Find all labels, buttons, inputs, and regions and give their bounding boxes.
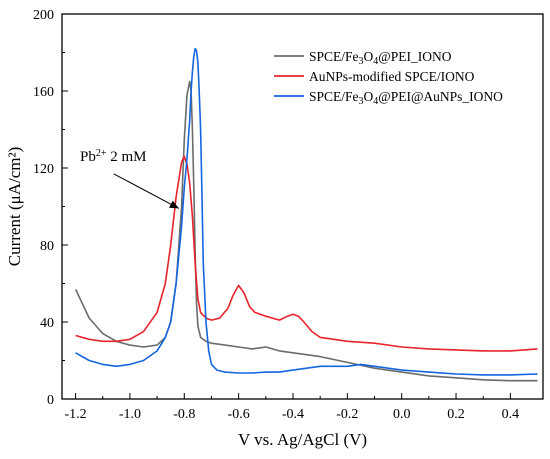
- annotation-text: Pb2+ 2 mM: [80, 148, 147, 166]
- x-tick-label: -1.0: [119, 407, 141, 422]
- legend-label-2: AuNPs-modified SPCE/IONO: [309, 69, 475, 84]
- legend-label-1: SPCE/Fe3O4@PEI_IONO: [309, 49, 452, 67]
- y-axis-title: Current (μA/cm²): [5, 147, 24, 266]
- x-tick-label: 0.4: [502, 407, 520, 422]
- x-tick-label: -1.2: [65, 407, 87, 422]
- annotation-arrow: [113, 173, 180, 209]
- x-tick-label: -0.8: [173, 407, 195, 422]
- series-line-1: [74, 80, 538, 382]
- x-tick-label: -0.6: [228, 407, 250, 422]
- y-tick-label: 200: [33, 8, 54, 23]
- x-tick-label: 0.2: [447, 407, 465, 422]
- series-layer: [74, 47, 538, 382]
- y-tick-label: 160: [33, 85, 54, 100]
- annotation-arrowhead: [169, 200, 179, 209]
- y-tick-label: 40: [40, 316, 54, 331]
- x-tick-label: 0.0: [393, 407, 411, 422]
- series-line-3: [75, 47, 538, 376]
- y-tick-label: 80: [40, 239, 54, 254]
- y-tick-label: 120: [33, 162, 54, 177]
- annotation: Pb2+ 2 mM: [80, 148, 180, 209]
- legend: SPCE/Fe3O4@PEI_IONO AuNPs-modified SPCE/I…: [274, 49, 503, 107]
- x-tick-label: -0.4: [282, 407, 304, 422]
- series-line-2: [75, 155, 538, 352]
- y-tick-label: 0: [47, 393, 54, 408]
- x-tick-label: -0.2: [336, 407, 358, 422]
- axis-ticks: -1.2 -1.0 -0.8 -0.6 -0.4 -0.2 0.0 0.2 0.4 0 40 80 12…: [33, 8, 519, 422]
- x-axis-title: V vs. Ag/AgCl (V): [238, 430, 367, 449]
- legend-label-3: SPCE/Fe3O4@PEI@AuNPs_IONO: [309, 89, 503, 107]
